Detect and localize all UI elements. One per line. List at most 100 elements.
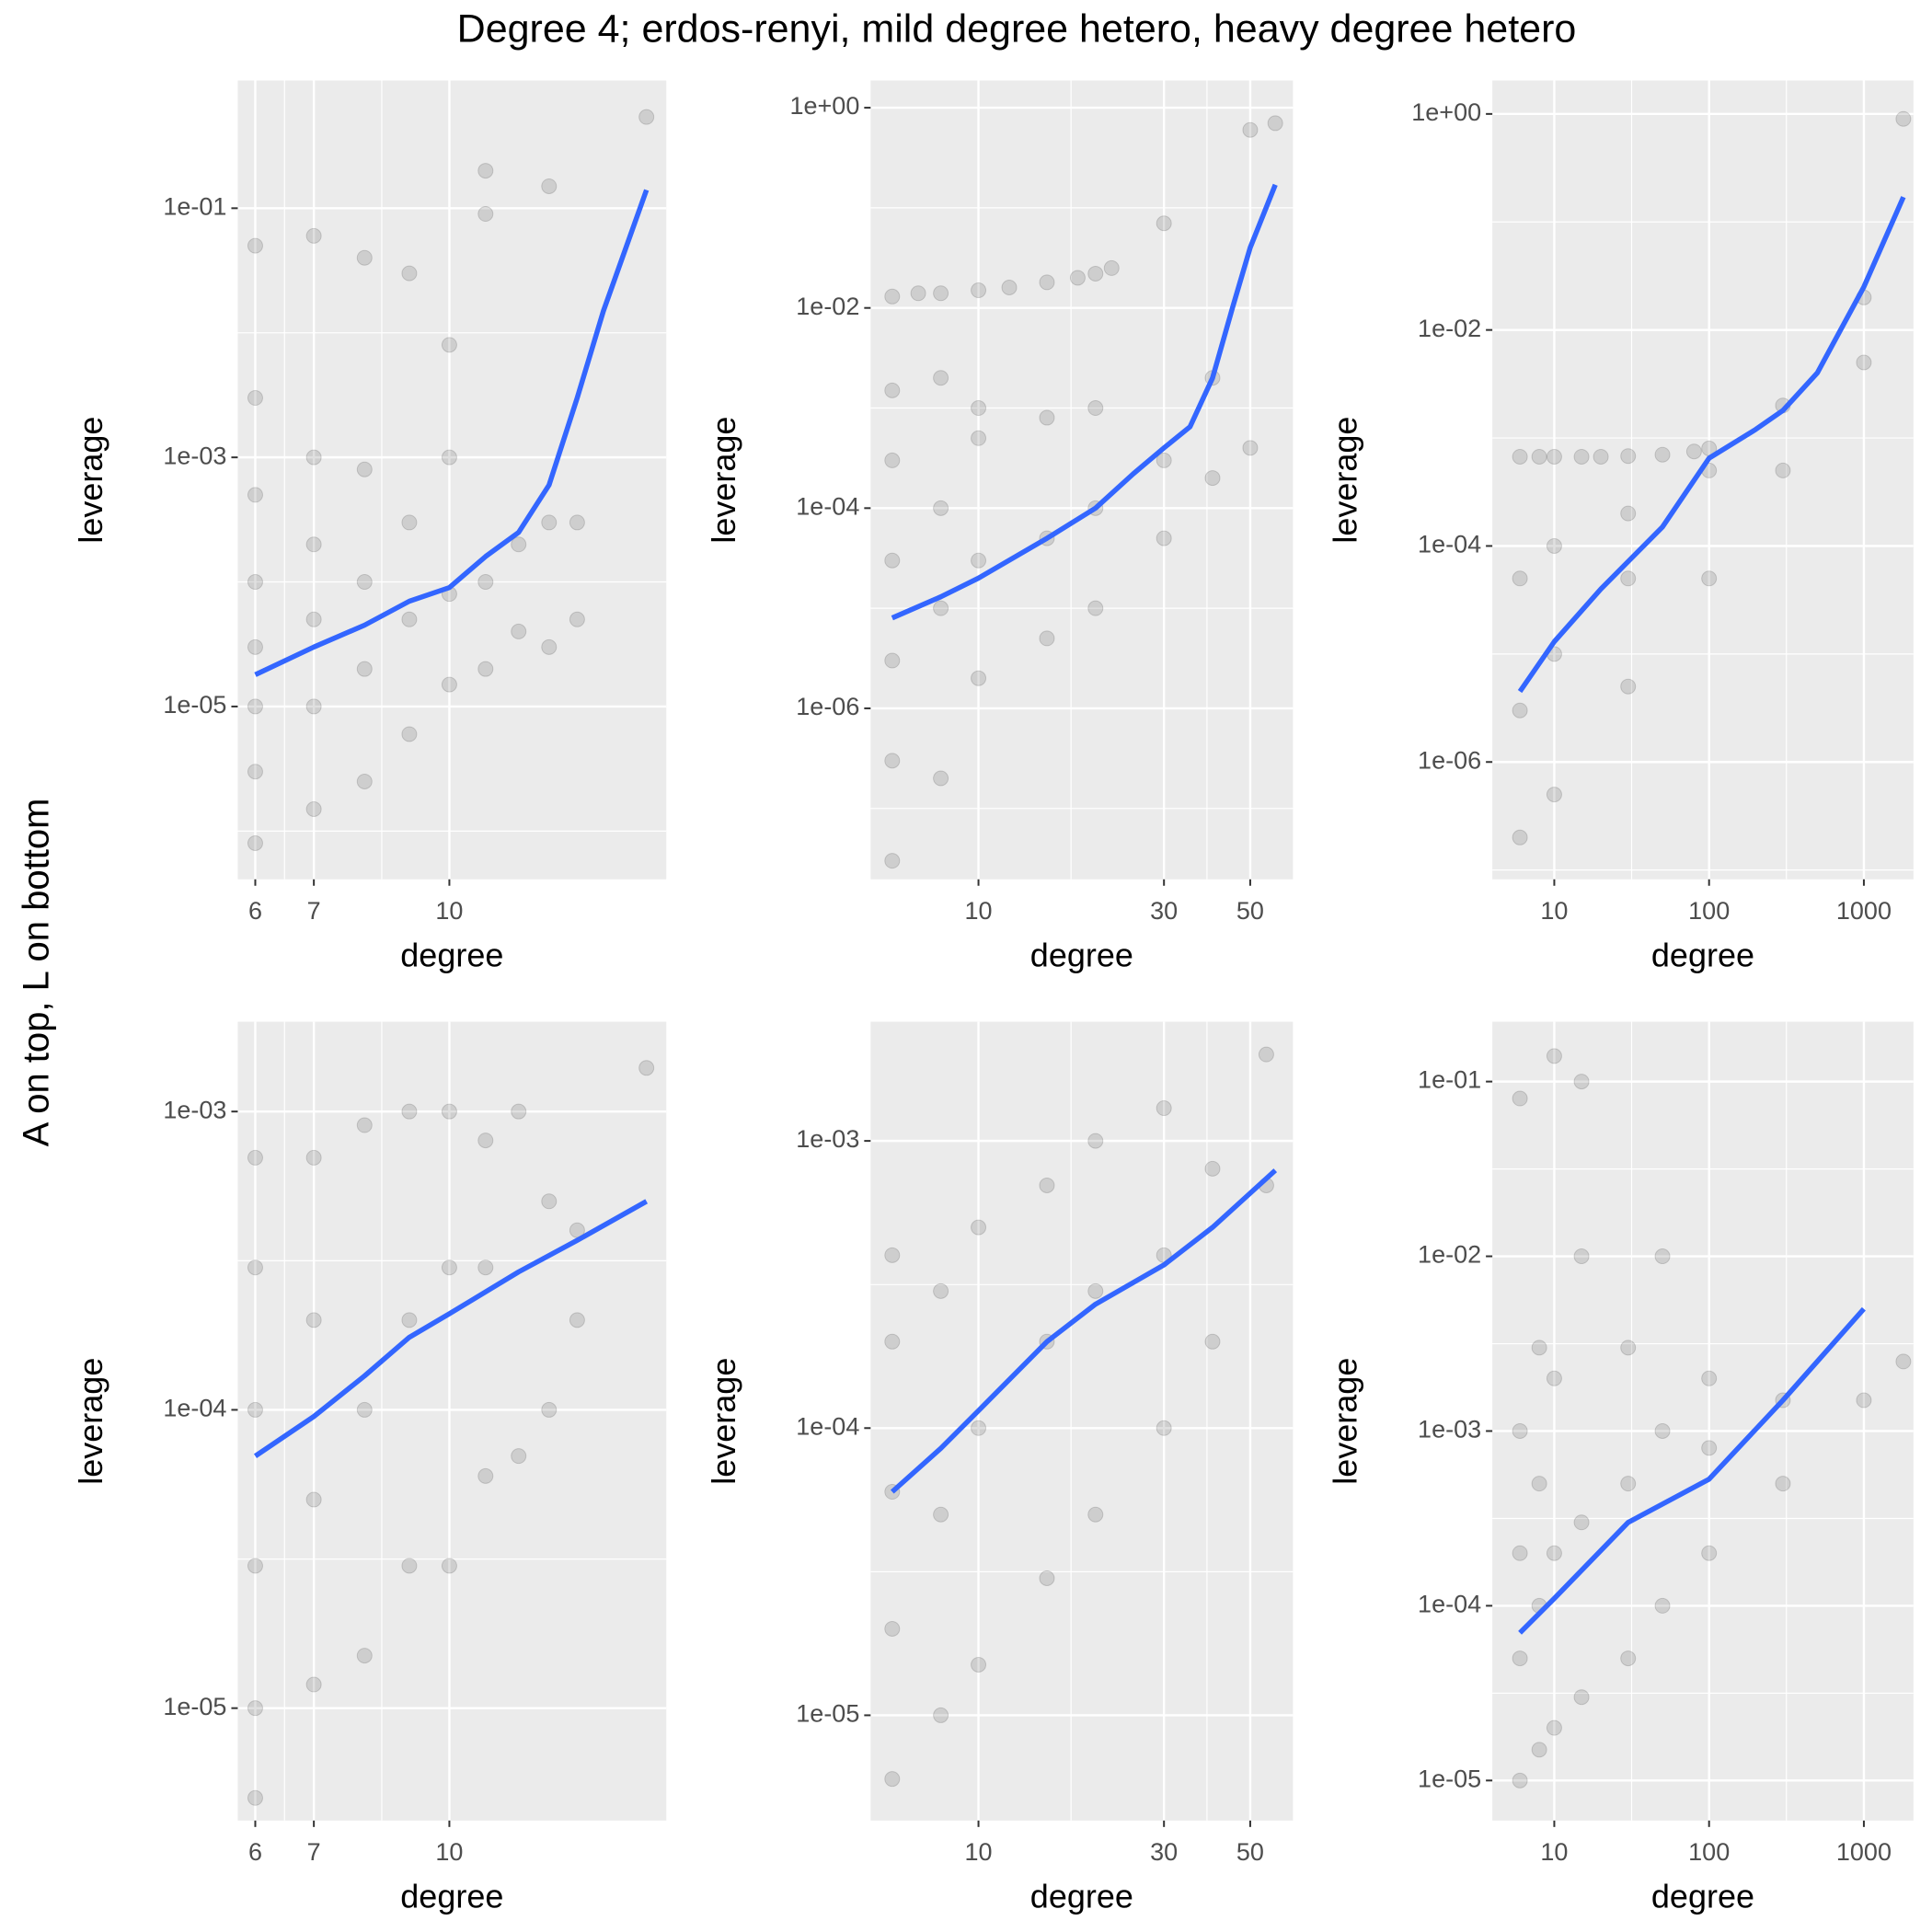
- point: [569, 611, 585, 627]
- point: [356, 1117, 373, 1133]
- point: [356, 249, 373, 266]
- y-tick-label: 1e-06: [796, 693, 859, 720]
- point: [971, 670, 987, 686]
- point: [1620, 1650, 1637, 1667]
- point: [401, 514, 418, 531]
- panel-background: [1492, 80, 1914, 880]
- point: [1512, 448, 1528, 465]
- smooth-line: [891, 183, 1278, 621]
- point: [401, 1103, 418, 1120]
- point: [1204, 1160, 1221, 1177]
- point: [884, 853, 901, 869]
- y-axis-title: leverage: [705, 417, 742, 544]
- point: [247, 834, 263, 851]
- point: [884, 382, 901, 398]
- point: [638, 109, 655, 125]
- point: [1620, 448, 1637, 465]
- x-axis-title: degree: [400, 1877, 503, 1915]
- point: [477, 206, 494, 223]
- point: [1512, 1772, 1528, 1788]
- x-tick-label: 10: [1540, 1838, 1568, 1866]
- point: [511, 1448, 527, 1465]
- x-tick-label: 100: [1688, 1838, 1730, 1866]
- point: [1001, 279, 1018, 295]
- y-axis-title: leverage: [72, 1358, 109, 1485]
- x-axis-title: degree: [1651, 936, 1754, 973]
- point: [305, 449, 322, 466]
- x-tick-label: 30: [1150, 897, 1178, 925]
- point: [1156, 1420, 1172, 1436]
- point: [1546, 1545, 1562, 1561]
- point: [1039, 274, 1055, 291]
- point: [1856, 354, 1872, 371]
- point: [1039, 1177, 1055, 1193]
- y-tick-label: 1e-03: [163, 442, 226, 469]
- point: [441, 1103, 457, 1120]
- point: [933, 1282, 949, 1299]
- panel-background: [870, 80, 1294, 880]
- point: [1775, 462, 1791, 478]
- point: [933, 1506, 949, 1523]
- point: [356, 1401, 373, 1418]
- point: [401, 265, 418, 282]
- points: [1512, 110, 1912, 845]
- point: [305, 1149, 322, 1166]
- point: [1775, 1476, 1791, 1492]
- y-tick-label: 1e+00: [790, 92, 860, 120]
- y-tick-label: 1e-01: [163, 192, 226, 220]
- point: [1242, 440, 1259, 456]
- point: [884, 1620, 901, 1637]
- point: [305, 1491, 322, 1508]
- point: [477, 1467, 494, 1484]
- smooth-line: [253, 1199, 649, 1458]
- y-tick-label: 1e-05: [163, 1693, 226, 1720]
- point: [1087, 400, 1104, 417]
- point: [247, 390, 263, 407]
- point: [401, 611, 418, 627]
- point: [884, 452, 901, 468]
- point: [971, 1656, 987, 1673]
- point: [933, 370, 949, 386]
- point: [356, 461, 373, 477]
- point: [1654, 1597, 1671, 1614]
- x-tick-label: 50: [1236, 1838, 1264, 1866]
- point: [1701, 1440, 1718, 1456]
- x-tick-label: 7: [307, 1838, 321, 1866]
- point: [1512, 570, 1528, 587]
- point: [401, 1312, 418, 1328]
- y-tick-label: 1e-01: [1418, 1066, 1481, 1094]
- point: [247, 638, 263, 655]
- point: [569, 514, 585, 531]
- point: [401, 1558, 418, 1574]
- point: [1242, 121, 1259, 138]
- point: [1620, 1476, 1637, 1492]
- point: [1546, 537, 1562, 554]
- point: [541, 514, 558, 531]
- point: [1546, 787, 1562, 803]
- point: [1701, 570, 1718, 587]
- x-tick-label: 50: [1236, 897, 1264, 925]
- point: [247, 1700, 263, 1717]
- x-tick-label: 1000: [1836, 897, 1892, 925]
- smooth-line: [1518, 1306, 1866, 1635]
- point: [971, 1420, 987, 1436]
- point: [884, 552, 901, 569]
- point: [1512, 829, 1528, 845]
- point: [1531, 448, 1547, 465]
- point: [247, 1789, 263, 1806]
- point: [356, 1648, 373, 1664]
- point: [441, 676, 457, 693]
- point: [541, 1401, 558, 1418]
- point: [511, 1103, 527, 1120]
- point: [477, 163, 494, 179]
- x-tick-label: 30: [1150, 1838, 1178, 1866]
- points: [884, 1046, 1278, 1788]
- point: [441, 1558, 457, 1574]
- y-tick-label: 1e-02: [1418, 315, 1481, 342]
- point: [305, 1312, 322, 1328]
- y-tick-label: 1e-02: [1418, 1241, 1481, 1269]
- point: [1531, 1476, 1547, 1492]
- y-tick-label: 1e-03: [796, 1125, 859, 1153]
- y-tick-label: 1e-04: [1418, 1591, 1481, 1618]
- point: [933, 600, 949, 616]
